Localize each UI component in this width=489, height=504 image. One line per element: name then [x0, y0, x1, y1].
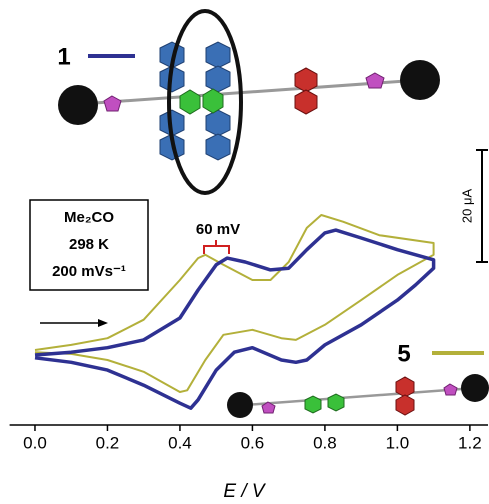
scale-bar — [476, 150, 488, 262]
x-tick-label: 0.4 — [168, 433, 192, 452]
annotation: Me₂CO — [64, 209, 114, 226]
x-tick-label: 1.2 — [458, 433, 482, 452]
rotaxane-bottom — [227, 374, 489, 418]
rotaxane-top — [58, 11, 440, 193]
x-tick-label: 1.0 — [386, 433, 410, 452]
peak-separation-bracket — [204, 240, 229, 254]
x-tick-label: 0.6 — [241, 433, 265, 452]
legend-label: 5 — [397, 340, 410, 367]
legend-label: 1 — [57, 43, 70, 70]
scan-arrow — [40, 319, 108, 327]
annotation: 60 mV — [196, 221, 240, 238]
x-tick-label: 0.2 — [96, 433, 120, 452]
annotation: 200 mVs⁻¹ — [52, 263, 126, 280]
annotation: 298 K — [69, 236, 109, 253]
x-tick-label: 0.0 — [23, 433, 47, 452]
x-axis-label: E / V — [223, 481, 267, 502]
chart: Me₂CO 298 K 200 mVs⁻¹ 60 mV E / V 0.0 0.2… — [0, 0, 489, 504]
x-tick-label: 0.8 — [313, 433, 337, 452]
scale-bar-label: 20 μA — [459, 189, 474, 224]
